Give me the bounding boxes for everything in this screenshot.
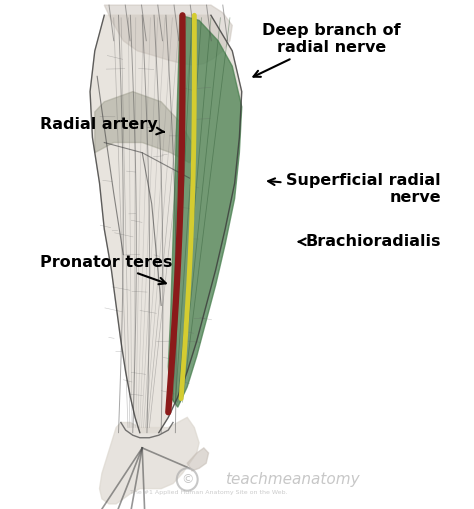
Polygon shape <box>104 5 232 65</box>
Text: Brachioradialis: Brachioradialis <box>299 234 441 249</box>
Polygon shape <box>187 448 209 471</box>
Polygon shape <box>100 417 199 504</box>
Polygon shape <box>90 15 242 433</box>
Text: Superficial radial
nerve: Superficial radial nerve <box>268 173 441 206</box>
Text: The #1 Applied Human Anatomy Site on the Web.: The #1 Applied Human Anatomy Site on the… <box>130 490 287 495</box>
Text: Radial artery: Radial artery <box>40 117 164 134</box>
Text: teachmeanatomy: teachmeanatomy <box>225 472 360 487</box>
Text: Pronator teres: Pronator teres <box>40 254 173 284</box>
Text: ©: © <box>181 473 193 486</box>
Text: Deep branch of
radial nerve: Deep branch of radial nerve <box>254 23 401 77</box>
Polygon shape <box>95 92 194 163</box>
Polygon shape <box>168 15 242 407</box>
